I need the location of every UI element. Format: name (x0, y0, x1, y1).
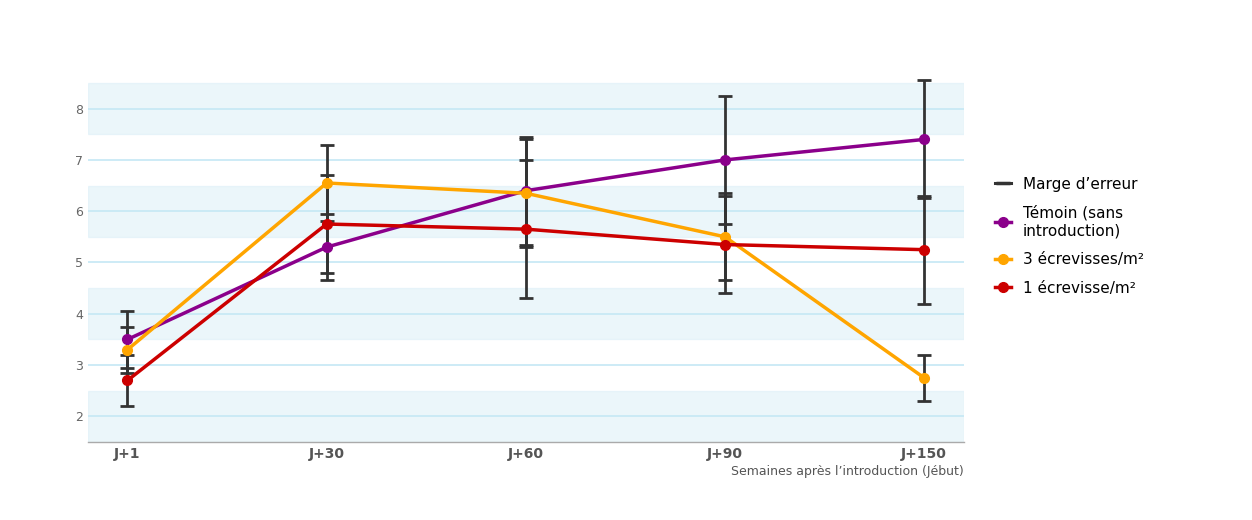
Text: Évolution temporelle du nombre moyen d’espèces après introduction d’une ou de tr: Évolution temporelle du nombre moyen d’e… (94, 32, 1015, 50)
Bar (88, 186, 964, 237)
Bar (88, 391, 964, 442)
Bar (88, 83, 964, 134)
X-axis label: Semaines après l’introduction (Jébut): Semaines après l’introduction (Jébut) (731, 465, 964, 478)
Bar (88, 288, 964, 340)
Legend: Marge d’erreur, Témoin (sans
introduction), 3 écrevisses/m², 1 écrevisse/m²: Marge d’erreur, Témoin (sans introductio… (989, 171, 1149, 302)
